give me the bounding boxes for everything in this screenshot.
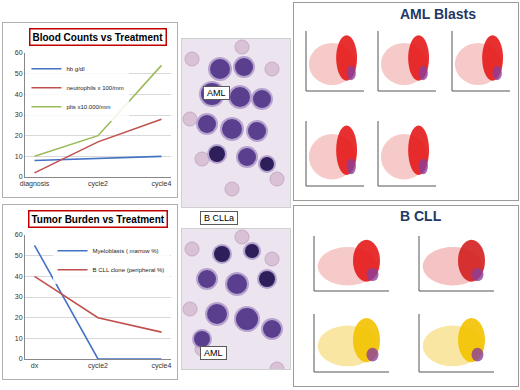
svg-text:10: 10 bbox=[15, 335, 23, 342]
svg-text:Tumor Burden vs Treatment: Tumor Burden vs Treatment bbox=[32, 214, 165, 225]
svg-text:60: 60 bbox=[15, 231, 23, 238]
svg-text:30: 30 bbox=[15, 111, 23, 118]
svg-text:dx: dx bbox=[31, 362, 39, 369]
svg-text:diagnosis: diagnosis bbox=[20, 180, 50, 188]
html-text:B CLL: B CLL bbox=[400, 208, 442, 224]
svg-text:neutrophils x 100/mm: neutrophils x 100/mm bbox=[66, 85, 123, 91]
svg-text:B CLL clone (peripheral %): B CLL clone (peripheral %) bbox=[93, 267, 165, 273]
svg-text:20: 20 bbox=[15, 314, 23, 321]
svg-text:plts x10.000/mm: plts x10.000/mm bbox=[66, 104, 110, 110]
svg-text:0: 0 bbox=[19, 355, 23, 362]
svg-text:cycle2: cycle2 bbox=[88, 180, 108, 188]
svg-text:Myeloblasts ( marrow %): Myeloblasts ( marrow %) bbox=[93, 248, 159, 254]
html-text:AML Blasts: AML Blasts bbox=[400, 6, 476, 22]
svg-text:cycle4: cycle4 bbox=[152, 362, 172, 370]
svg-text:0: 0 bbox=[19, 173, 23, 180]
svg-text:50: 50 bbox=[15, 70, 23, 77]
svg-text:60: 60 bbox=[15, 49, 23, 56]
html-text:B CLLa: B CLLa bbox=[204, 213, 234, 223]
svg-text:cycle2: cycle2 bbox=[88, 362, 108, 370]
svg-text:40: 40 bbox=[15, 273, 23, 280]
svg-text:hb g/dl: hb g/dl bbox=[66, 66, 84, 72]
html-text:AML: AML bbox=[204, 348, 223, 358]
html-text:AML: AML bbox=[207, 88, 226, 98]
svg-text:Blood Counts vs Treatment: Blood Counts vs Treatment bbox=[33, 32, 164, 43]
svg-text:20: 20 bbox=[15, 132, 23, 139]
svg-text:cycle4: cycle4 bbox=[152, 180, 172, 188]
svg-text:50: 50 bbox=[15, 252, 23, 259]
svg-text:30: 30 bbox=[15, 293, 23, 300]
svg-text:10: 10 bbox=[15, 153, 23, 160]
svg-text:40: 40 bbox=[15, 91, 23, 98]
